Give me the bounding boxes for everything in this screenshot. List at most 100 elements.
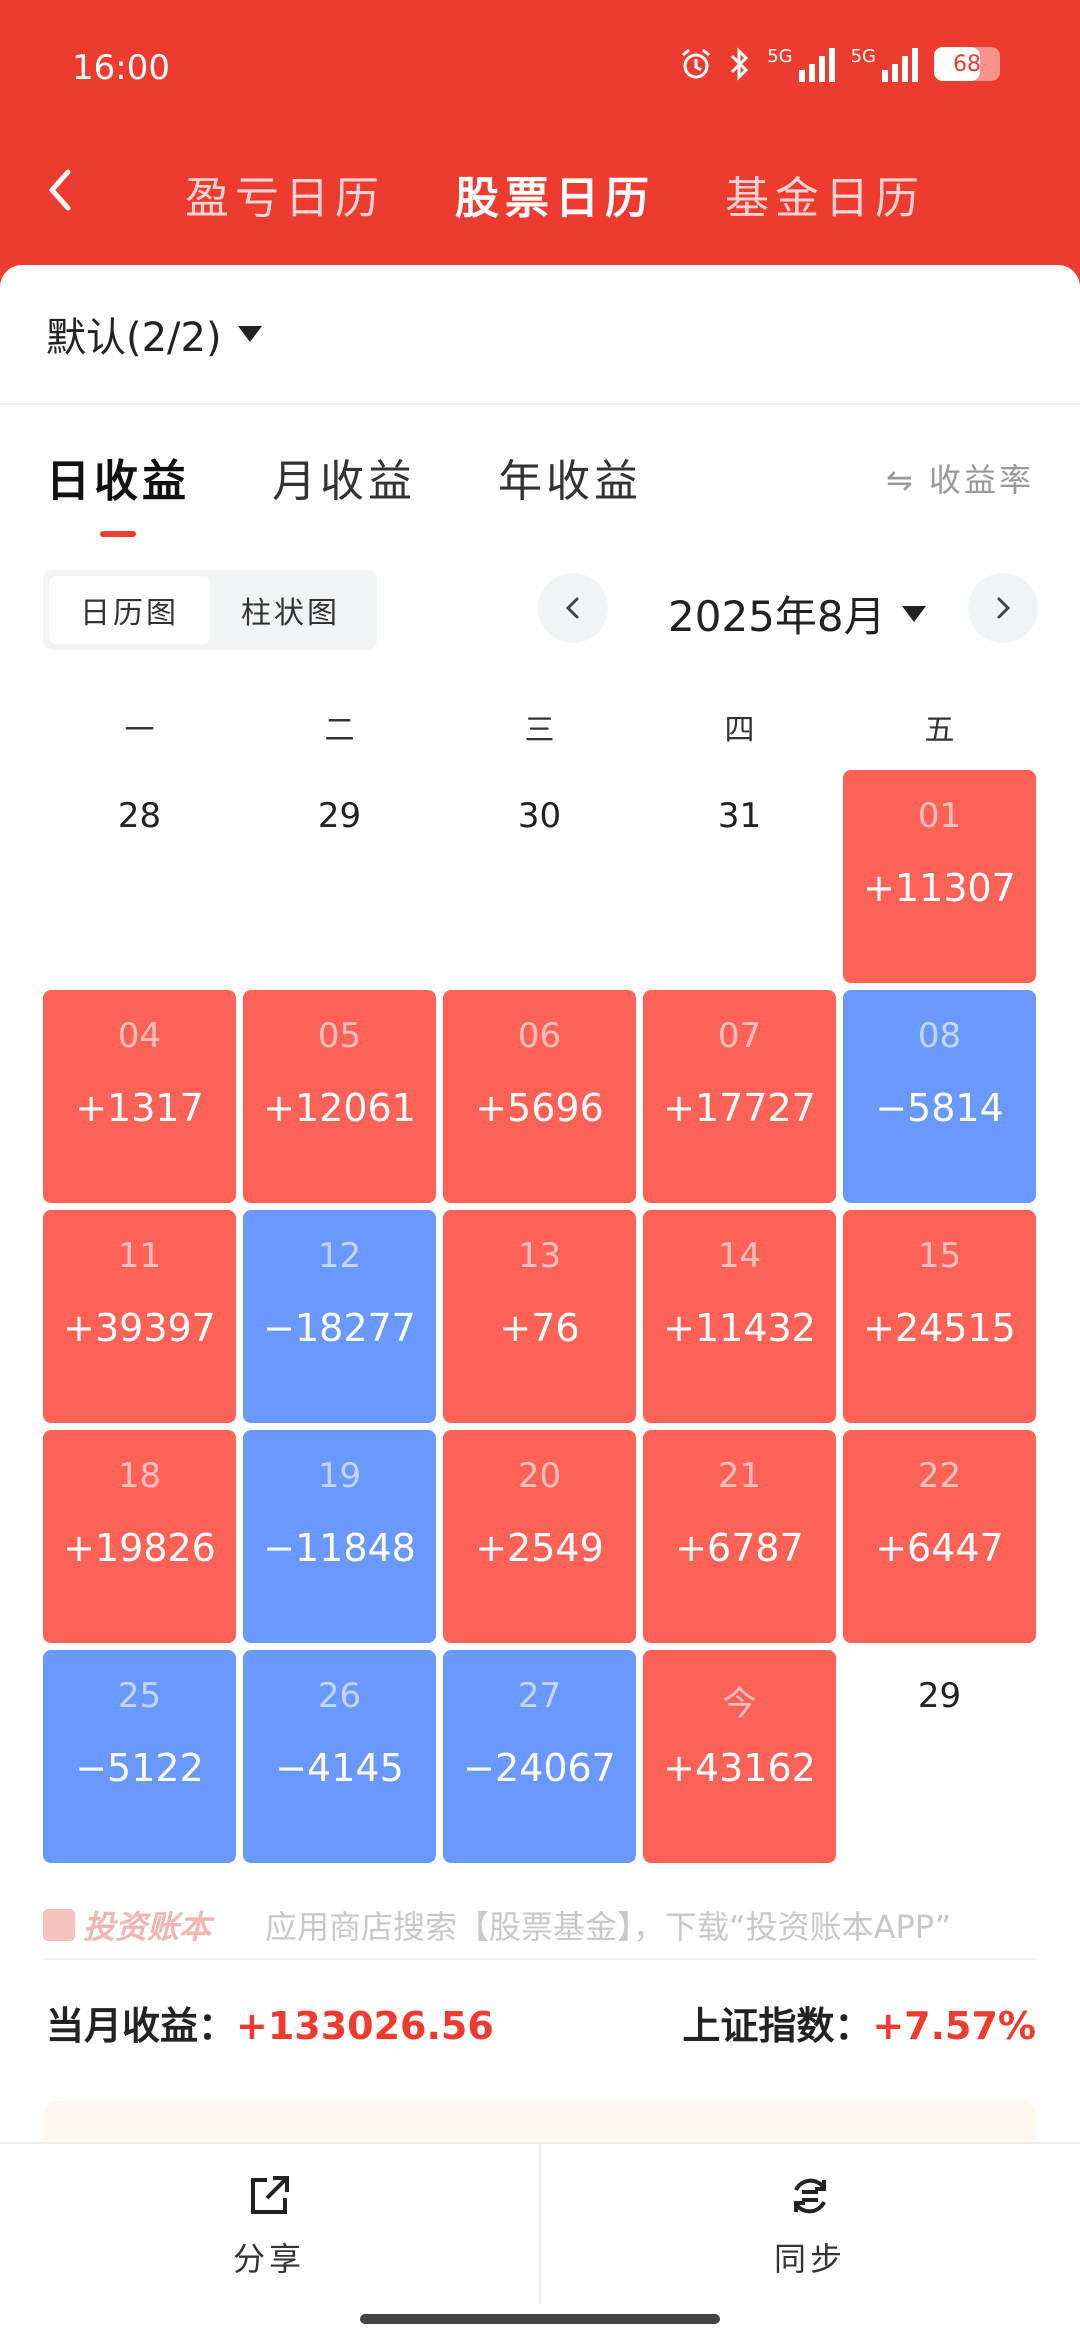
chevron-left-icon [49, 169, 71, 211]
day-number: 11 [117, 1236, 162, 1276]
day-number: 22 [917, 1456, 962, 1496]
day-profit: +24515 [863, 1306, 1016, 1350]
calendar-day-cell[interactable]: 今 +43162 [643, 1650, 836, 1863]
day-number: 14 [717, 1236, 762, 1276]
day-number: 21 [717, 1456, 762, 1496]
day-profit: +6787 [675, 1526, 804, 1570]
day-number: 04 [117, 1016, 162, 1056]
bottom-bar: 分享 同步 [0, 2142, 1080, 2344]
day-profit: +19826 [63, 1526, 216, 1570]
promo-text: 应用商店搜索【股票基金】，下载“投资账本APP” [265, 1908, 952, 1946]
day-number: 26 [317, 1676, 362, 1716]
nav-tab-2[interactable]: 基金日历 [725, 173, 925, 224]
nav-tab-0[interactable]: 盈亏日历 [185, 173, 385, 224]
day-number: 29 [317, 796, 362, 836]
day-number: 27 [517, 1676, 562, 1716]
day-number: 12 [317, 1236, 362, 1276]
weekday-label: 三 [524, 713, 555, 748]
promo-banner[interactable]: 投资账本 应用商店搜索【股票基金】，下载“投资账本APP” [43, 1895, 1037, 1955]
account-selector[interactable]: 默认(2/2) [46, 305, 262, 363]
day-profit: +1317 [75, 1086, 204, 1130]
bluetooth-icon [731, 47, 749, 81]
day-number: 30 [517, 796, 562, 836]
period-tab-2[interactable]: 年收益 [498, 456, 642, 507]
day-number: 08 [917, 1016, 962, 1056]
day-number: 今 [722, 1684, 757, 1724]
weekday-header: 一二三四五 [43, 705, 1037, 749]
day-profit: +5696 [475, 1086, 604, 1130]
day-number: 05 [317, 1016, 362, 1056]
calendar-day-cell[interactable]: 27 −24067 [443, 1650, 636, 1863]
chevron-left-icon [565, 597, 579, 619]
day-profit: −24067 [463, 1746, 616, 1790]
next-month-button[interactable] [968, 573, 1038, 643]
calendar-day-cell[interactable]: 22 +6447 [843, 1430, 1036, 1643]
day-profit: −18277 [263, 1306, 416, 1350]
weekday-label: 五 [924, 713, 955, 748]
nav-tab-1[interactable]: 股票日历 [455, 173, 655, 224]
content-sheet: 默认(2/2) 日收益 月收益 年收益 ⇋ 收益率 日历图 柱状图 2025年8月 … [0, 265, 1080, 2344]
calendar-day-cell[interactable]: 26 −4145 [243, 1650, 436, 1863]
prev-month-button[interactable] [538, 573, 608, 643]
calendar-day-cell: 29 [843, 1650, 1036, 1863]
day-number: 18 [117, 1456, 162, 1496]
index-change-value: +7.57% [872, 2004, 1036, 2048]
header: 16:00 5G 5G 68 盈亏日历 股票日历 基金日历 [0, 0, 1080, 280]
month-nav: 2025年8月 [538, 573, 1038, 647]
sync-icon [794, 2178, 826, 2214]
signal-icon-1: 5G [767, 46, 835, 82]
calendar-day-cell[interactable]: 08 −5814 [843, 990, 1036, 1203]
app-logo-icon [43, 1909, 75, 1941]
period-tab-1[interactable]: 月收益 [272, 456, 416, 507]
rate-toggle[interactable]: ⇋ 收益率 [886, 461, 1034, 499]
bar-view-button[interactable]: 柱状图 [241, 596, 340, 631]
calendar-day-cell[interactable]: 20 +2549 [443, 1430, 636, 1643]
top-nav: 盈亏日历 股票日历 基金日历 [0, 150, 1080, 240]
sync-button[interactable]: 同步 [710, 2172, 910, 2280]
back-button[interactable] [32, 160, 92, 220]
month-label: 2025年8月 [668, 592, 886, 641]
calendar-day-cell[interactable]: 21 +6787 [643, 1430, 836, 1643]
calendar-view-button[interactable]: 日历图 [49, 576, 210, 644]
period-tab-0[interactable]: 日收益 [46, 445, 190, 537]
calendar-day-cell[interactable]: 05 +12061 [243, 990, 436, 1203]
day-profit: −5814 [875, 1086, 1004, 1130]
calendar-day-cell[interactable]: 14 +11432 [643, 1210, 836, 1423]
calendar-day-cell: 29 [243, 770, 436, 983]
day-profit: −4145 [275, 1746, 404, 1790]
index-change: 上证指数：+7.57% [682, 2004, 1036, 2048]
day-number: 19 [317, 1456, 362, 1496]
period-tabs: 日收益 月收益 年收益 [46, 445, 642, 537]
day-profit: +2549 [475, 1526, 604, 1570]
day-profit: +6447 [875, 1526, 1004, 1570]
calendar-day-cell: 28 [43, 770, 236, 983]
calendar-day-cell[interactable]: 18 +19826 [43, 1430, 236, 1643]
day-profit: −5122 [75, 1746, 204, 1790]
day-number: 06 [517, 1016, 562, 1056]
month-selector[interactable]: 2025年8月 [668, 583, 926, 644]
calendar-day-cell[interactable]: 19 −11848 [243, 1430, 436, 1643]
calendar-day-cell[interactable]: 13 +76 [443, 1210, 636, 1423]
caret-down-icon [901, 605, 926, 622]
calendar-day-cell[interactable]: 15 +24515 [843, 1210, 1036, 1423]
home-indicator[interactable] [360, 2314, 720, 2324]
weekday-label: 四 [724, 713, 755, 748]
alarm-icon [682, 48, 711, 79]
share-icon [251, 2176, 289, 2214]
calendar-day-cell[interactable]: 25 −5122 [43, 1650, 236, 1863]
calendar-day-cell[interactable]: 07 +17727 [643, 990, 836, 1203]
share-button[interactable]: 分享 [169, 2172, 369, 2280]
divider [0, 403, 1080, 405]
battery-icon: 68 [934, 47, 1000, 81]
day-profit: +11307 [863, 866, 1016, 910]
status-icons: 5G 5G 68 [679, 46, 1000, 82]
calendar-day-cell[interactable]: 01 +11307 [843, 770, 1036, 983]
calendar-day-cell[interactable]: 11 +39397 [43, 1210, 236, 1423]
day-profit: +17727 [663, 1086, 816, 1130]
calendar-day-cell[interactable]: 12 −18277 [243, 1210, 436, 1423]
day-profit: +76 [499, 1306, 580, 1350]
calendar-day-cell[interactable]: 04 +1317 [43, 990, 236, 1203]
nav-tabs: 盈亏日历 股票日历 基金日历 [185, 162, 925, 226]
calendar-day-cell[interactable]: 06 +5696 [443, 990, 636, 1203]
day-profit: +11432 [663, 1306, 816, 1350]
